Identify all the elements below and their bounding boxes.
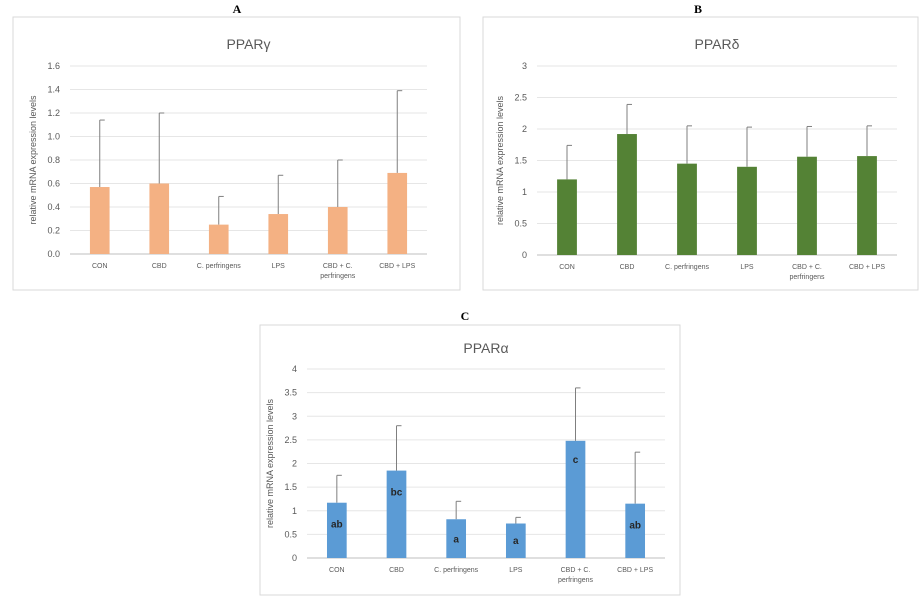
x-tick-label: LPS (272, 263, 286, 270)
y-tick-label: 1.0 (47, 132, 60, 142)
bar (737, 166, 757, 255)
x-tick-label: C. perfringens (665, 264, 709, 271)
bar (327, 207, 348, 254)
x-tick-label: LPS (740, 264, 754, 271)
chart-frame (482, 16, 919, 291)
x-tick-label: CON (92, 263, 108, 270)
y-axis-label: relative mRNA expression levels (265, 398, 275, 528)
significance-label: a (513, 536, 519, 547)
x-tick-label: CBD + LPS (617, 567, 653, 574)
x-tick-label: C. perfringens (434, 567, 478, 574)
bar (565, 440, 586, 558)
y-tick-label: 3 (522, 61, 527, 71)
significance-label: a (453, 535, 459, 546)
y-axis-label: relative mRNA expression levels (495, 95, 505, 225)
y-tick-label: 2.5 (284, 435, 297, 445)
y-axis-label: relative mRNA expression levels (28, 95, 38, 225)
y-tick-label: 1.5 (514, 156, 527, 166)
x-tick-label: CBD + C. (561, 567, 591, 574)
significance-label: ab (629, 521, 641, 532)
significance-label: c (573, 455, 579, 466)
x-tick-label: CBD + C. (323, 263, 353, 270)
bar (625, 503, 646, 558)
y-tick-label: 0.6 (47, 179, 60, 189)
y-tick-label: 1.2 (47, 108, 60, 118)
x-tick-label: CBD (620, 264, 635, 271)
x-tick-label: CBD + C. (792, 264, 822, 271)
chart-panel-a: A PPARγ 0.0 0.2 0.4 0.6 0.8 1.0 1.2 1.4 1.6 relativ… (12, 2, 461, 291)
x-tick-label: CBD + LPS (849, 264, 885, 271)
chart-frame (12, 16, 461, 291)
x-tick-label: CON (329, 567, 345, 574)
bar (557, 179, 577, 255)
y-tick-label: 0.2 (47, 226, 60, 236)
bar (326, 502, 347, 558)
y-tick-label: 1 (522, 187, 527, 197)
panel-letter: B (694, 2, 702, 16)
y-tick-label: 1.5 (284, 482, 297, 492)
bar (386, 470, 407, 558)
bar (505, 523, 526, 558)
panel-letter: C (461, 309, 470, 323)
chart-panel-c: C PPARα 0 0.5 1 1.5 2 2.5 3 3.5 4 relative mRNA exp… (259, 309, 681, 596)
bar (677, 163, 697, 255)
bar (857, 156, 877, 255)
y-tick-label: 0 (292, 553, 297, 563)
y-tick-label: 0.5 (284, 529, 297, 539)
x-tick-label: perfringens (320, 273, 356, 280)
chart-title: PPARα (463, 340, 508, 356)
panel-letter: A (233, 2, 242, 16)
x-tick-label: perfringens (558, 577, 594, 584)
y-tick-label: 3.5 (284, 388, 297, 398)
chart-title: PPARγ (226, 36, 270, 52)
x-tick-label: CBD (152, 263, 167, 270)
bar (797, 156, 817, 255)
x-tick-label: CON (559, 264, 575, 271)
y-tick-label: 0.5 (514, 219, 527, 229)
y-tick-label: 2 (522, 124, 527, 134)
y-tick-label: 1.6 (47, 61, 60, 71)
y-tick-label: 0.8 (47, 155, 60, 165)
y-tick-label: 2 (292, 459, 297, 469)
bar (446, 519, 467, 558)
y-tick-label: 0.0 (47, 249, 60, 259)
y-tick-label: 1 (292, 506, 297, 516)
y-tick-label: 0.4 (47, 202, 60, 212)
significance-label: bc (391, 488, 403, 499)
bar (89, 187, 110, 254)
x-tick-label: LPS (509, 567, 523, 574)
x-tick-label: CBD (389, 567, 404, 574)
bar (387, 172, 408, 254)
chart-title: PPARδ (695, 36, 740, 52)
bar (208, 224, 229, 254)
y-tick-label: 0 (522, 250, 527, 260)
bar (149, 183, 170, 254)
chart-panel-b: B PPARδ 0 0.5 1 1.5 2 2.5 3 relative mRNA express… (482, 2, 919, 291)
chart-frame (259, 324, 681, 596)
bar (268, 214, 289, 254)
y-tick-label: 2.5 (514, 93, 527, 103)
x-tick-label: C. perfringens (197, 263, 241, 270)
y-tick-label: 1.4 (47, 85, 60, 95)
y-tick-label: 4 (292, 364, 297, 374)
significance-label: ab (331, 520, 343, 531)
x-tick-label: perfringens (789, 274, 825, 281)
bar (617, 134, 637, 255)
y-tick-label: 3 (292, 411, 297, 421)
x-tick-label: CBD + LPS (379, 263, 415, 270)
